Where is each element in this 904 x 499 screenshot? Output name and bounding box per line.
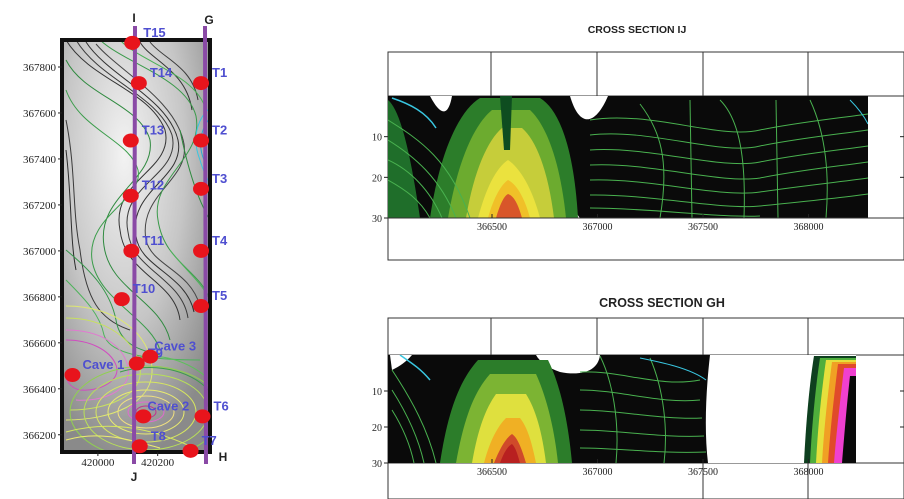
map-x-axis: 420000 420200: [81, 452, 175, 469]
map-point-label: T3: [212, 171, 227, 186]
section-x-tick-label: 368000: [794, 222, 824, 233]
section-label-h: H: [219, 450, 228, 464]
map-y-tick-label: 366400: [23, 384, 57, 396]
map-point-label: Cave 1: [82, 357, 124, 372]
map-point-t8: [131, 439, 148, 454]
map-point-t1: [193, 76, 210, 91]
map-x-tick-label: 420200: [141, 457, 175, 469]
map-y-tick-label: 366600: [23, 338, 57, 350]
map-point-label: T10: [133, 281, 155, 296]
map-point-label: T1: [212, 65, 227, 80]
map-point-t4: [193, 243, 210, 258]
map-point-label: Cave 2: [147, 398, 189, 413]
gh-x-axis: 366500 367000 367500 368000: [477, 459, 824, 478]
ij-section-fill: [388, 96, 868, 218]
map-point-t7: [182, 443, 199, 458]
map-point-t12: [122, 188, 139, 203]
section-y-tick-label: 10: [372, 133, 382, 144]
map-y-axis: 367800 367600 367400 367200 367000 366800 3666…: [23, 62, 62, 442]
map-point-label: T7: [202, 433, 217, 448]
ij-x-axis: 366500 367000 367500 368000: [477, 214, 824, 233]
map-point-t9: [128, 356, 145, 371]
map-point-cave-1: [64, 368, 81, 382]
map-point-t13: [122, 133, 139, 148]
section-x-tick-label: 367000: [583, 467, 613, 478]
section-y-tick-label: 20: [372, 173, 382, 184]
map-point-label: T15: [143, 25, 165, 40]
map-point-t15: [124, 35, 141, 50]
section-y-tick-label: 20: [372, 423, 382, 434]
map-point-cave-3: [142, 349, 159, 364]
gh-y-axis: 10 20 30: [372, 387, 904, 470]
section-x-tick-label: 367000: [583, 222, 613, 233]
gh-section-fill: [388, 355, 856, 463]
map-y-tick-label: 366200: [23, 430, 57, 442]
map-point-t10: [113, 292, 130, 307]
map-point-t5: [193, 299, 210, 314]
section-label-i: I: [132, 11, 135, 25]
section-x-tick-label: 366500: [477, 467, 507, 478]
map-point-t6: [194, 409, 211, 424]
contour-map: 367800 367600 367400 367200 367000 366800 3666…: [23, 11, 229, 484]
map-point-cave-2: [135, 409, 152, 424]
map-point-label: T4: [212, 233, 228, 248]
ij-y-axis: 10 20 30: [372, 133, 904, 225]
map-point-label: Cave 3: [154, 339, 196, 354]
map-point-label: T12: [142, 178, 164, 193]
map-point-t2: [193, 133, 210, 148]
section-label-j: J: [131, 470, 138, 484]
map-y-tick-label: 367600: [23, 108, 57, 120]
chart-title-gh: CROSS SECTION GH: [599, 296, 725, 310]
map-point-label: T8: [151, 428, 166, 443]
chart-title-ij: CROSS SECTION IJ: [588, 24, 687, 36]
section-y-tick-label: 30: [372, 459, 382, 470]
map-y-tick-label: 367800: [23, 62, 57, 74]
map-point-t14: [130, 76, 147, 91]
section-y-tick-label: 30: [372, 214, 382, 225]
map-point-label: T6: [214, 398, 229, 413]
map-x-tick-label: 420000: [81, 457, 115, 469]
section-y-tick-label: 10: [372, 387, 382, 398]
cross-section-ij: CROSS SECTION IJ: [372, 24, 904, 261]
map-y-tick-label: 367000: [23, 246, 57, 258]
map-point-label: T13: [142, 123, 164, 138]
map-point-label: T2: [212, 123, 227, 138]
map-points: T15T14T13T12T11T10T9T8T1T2T3T4T5T6T7Cave…: [64, 25, 229, 458]
map-point-t11: [123, 243, 140, 258]
map-y-tick-label: 366800: [23, 292, 57, 304]
map-y-tick-label: 367400: [23, 154, 57, 166]
cross-section-gh: CROSS SECTION GH: [372, 296, 904, 499]
map-y-tick-label: 367200: [23, 200, 57, 212]
section-x-tick-label: 367500: [688, 467, 718, 478]
section-x-tick-label: 367500: [688, 222, 718, 233]
map-point-t3: [193, 181, 210, 196]
section-label-g: G: [204, 13, 213, 27]
section-x-tick-label: 368000: [794, 467, 824, 478]
map-point-label: T14: [150, 65, 173, 80]
section-x-tick-label: 366500: [477, 222, 507, 233]
section-line-gh: [203, 25, 208, 465]
map-point-label: T11: [142, 233, 164, 248]
map-point-label: T5: [212, 288, 227, 303]
